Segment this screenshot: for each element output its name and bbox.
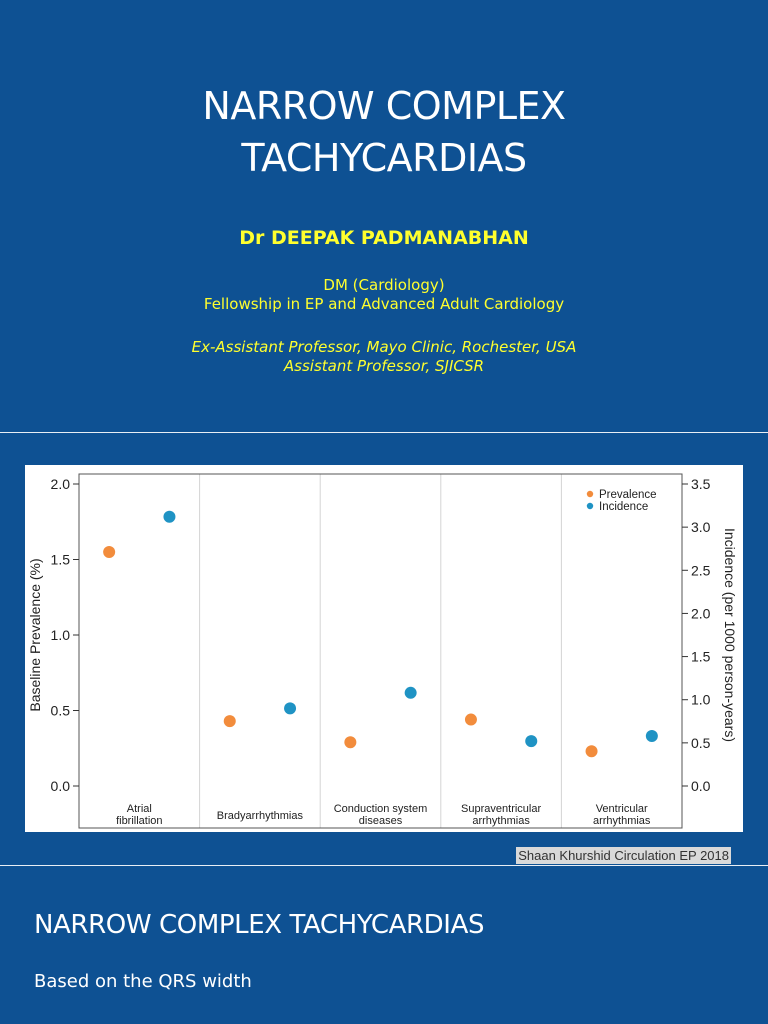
x-tick-label: fibrillation	[116, 815, 162, 827]
plot-frame	[78, 473, 683, 829]
incidence-point	[525, 735, 538, 748]
x-tick-label: arrhythmias	[472, 815, 530, 827]
position-current: Assistant Professor, SJICSR	[283, 357, 485, 375]
credential-degree: DM (Cardiology)	[323, 276, 445, 294]
x-tick-label: Bradyarrhythmias	[217, 810, 304, 822]
x-tick-label: Conduction system	[334, 803, 428, 815]
incidence-point	[404, 686, 417, 699]
x-tick-label: Supraventricular	[461, 803, 541, 815]
title-slide: NARROW COMPLEX TACHYCARDIAS Dr DEEPAK PA…	[0, 0, 768, 432]
incidence-point	[645, 729, 658, 742]
incidence-point	[163, 510, 176, 523]
y-right-tick-label: 1.0	[691, 692, 711, 708]
y-right-tick-label: 3.0	[691, 519, 711, 535]
x-tick-label: Ventricular	[596, 803, 648, 815]
incidence-legend-marker	[586, 502, 594, 510]
y-right-tick-label: 1.5	[691, 649, 711, 665]
incidence-legend-label: Incidence	[599, 501, 648, 513]
y-right-tick-label: 0.5	[691, 735, 711, 751]
prevalence-point	[103, 545, 116, 558]
y-right-axis-title: Incidence (per 1000 person-years)	[722, 528, 738, 742]
section-body: Based on the QRS width	[34, 971, 252, 992]
x-tick-label: diseases	[359, 815, 403, 827]
prevalence-incidence-chart: 0.0 0.5 1.0 1.5 2.0 0.0 0.5 1.0 1.5 2.0 2.5 3.0 3.5 B…	[27, 473, 738, 829]
prevalence-point	[464, 713, 477, 726]
x-tick-label: arrhythmias	[593, 815, 651, 827]
prevalence-point	[585, 745, 598, 758]
prevalence-point	[223, 715, 236, 728]
section-slide: NARROW COMPLEX TACHYCARDIAS Based on the…	[0, 866, 768, 1024]
slide-title-line-1: NARROW COMPLEX	[202, 84, 566, 128]
slide-title-line-2: TACHYCARDIAS	[241, 136, 527, 180]
section-title: NARROW COMPLEX TACHYCARDIAS	[34, 910, 485, 940]
x-tick-label: Atrial	[127, 803, 152, 815]
prevalence-point	[344, 736, 357, 749]
slide-divider	[0, 432, 768, 433]
y-tick-label: 1.5	[51, 552, 71, 568]
position-former: Ex-Assistant Professor, Mayo Clinic, Roc…	[191, 338, 577, 356]
y-right-tick-label: 2.5	[691, 562, 711, 578]
slide-divider	[0, 865, 768, 866]
chart-slide: 0.0 0.5 1.0 1.5 2.0 0.0 0.5 1.0 1.5 2.0 2.5 3.0 3.5 B…	[0, 433, 768, 865]
credential-fellowship: Fellowship in EP and Advanced Adult Card…	[203, 295, 565, 313]
incidence-point	[284, 702, 297, 715]
chart-panel: 0.0 0.5 1.0 1.5 2.0 0.0 0.5 1.0 1.5 2.0 2.5 3.0 3.5 B…	[25, 465, 743, 832]
y-tick-label: 1.0	[51, 627, 71, 643]
y-right-tick-label: 3.5	[691, 476, 711, 492]
prevalence-legend-label: Prevalence	[599, 489, 657, 501]
y-tick-label: 0.5	[51, 703, 71, 719]
y-axis-title: Baseline Prevalence (%)	[27, 558, 43, 711]
y-tick-label: 2.0	[51, 476, 71, 492]
y-right-tick-label: 2.0	[691, 605, 711, 621]
prevalence-legend-marker	[586, 490, 594, 498]
y-right-tick-label: 0.0	[691, 778, 711, 794]
citation: Shaan Khurshid Circulation EP 2018	[516, 847, 731, 864]
y-tick-label: 0.0	[51, 778, 71, 794]
author-name: Dr DEEPAK PADMANABHAN	[239, 227, 529, 249]
